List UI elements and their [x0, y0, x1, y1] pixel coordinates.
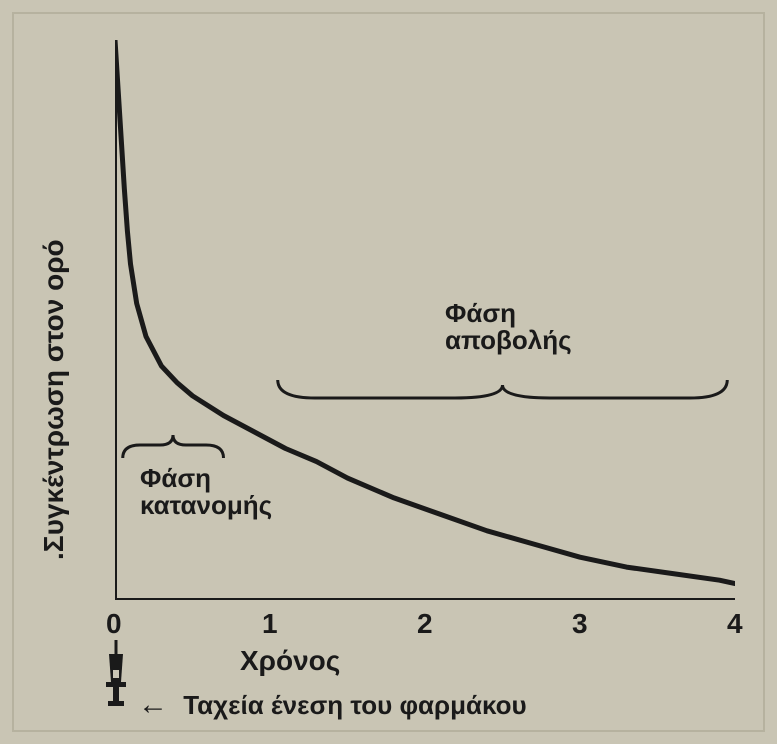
- distribution-line1: Φάση: [140, 463, 211, 493]
- distribution-brace: [123, 435, 224, 458]
- x-axis-title: Χρόνος: [240, 645, 340, 677]
- distribution-label: Φάση κατανομής: [140, 465, 272, 520]
- elimination-label: Φάση αποβολής: [445, 300, 572, 355]
- y-axis-title: .Συγκέντρωση στον ορό: [38, 239, 70, 560]
- injection-text: Ταχεία ένεση του φαρμάκου: [183, 690, 526, 720]
- injection-label: ← Ταχεία ένεση του φαρμάκου: [138, 688, 527, 722]
- syringe-icon: [102, 640, 130, 715]
- distribution-line2: κατανομής: [140, 490, 272, 520]
- elimination-line1: Φάση: [445, 298, 516, 328]
- x-tick-4: 4: [727, 608, 743, 640]
- x-tick-1: 1: [262, 608, 278, 640]
- elimination-line2: αποβολής: [445, 325, 572, 355]
- x-tick-3: 3: [572, 608, 588, 640]
- x-tick-2: 2: [417, 608, 433, 640]
- chart-page: .Συγκέντρωση στον ορό 0 0.25 0,5 0: [0, 0, 777, 744]
- arrow-left-icon: ←: [138, 688, 168, 721]
- x-tick-0: 0: [106, 608, 122, 640]
- elimination-brace: [278, 380, 728, 398]
